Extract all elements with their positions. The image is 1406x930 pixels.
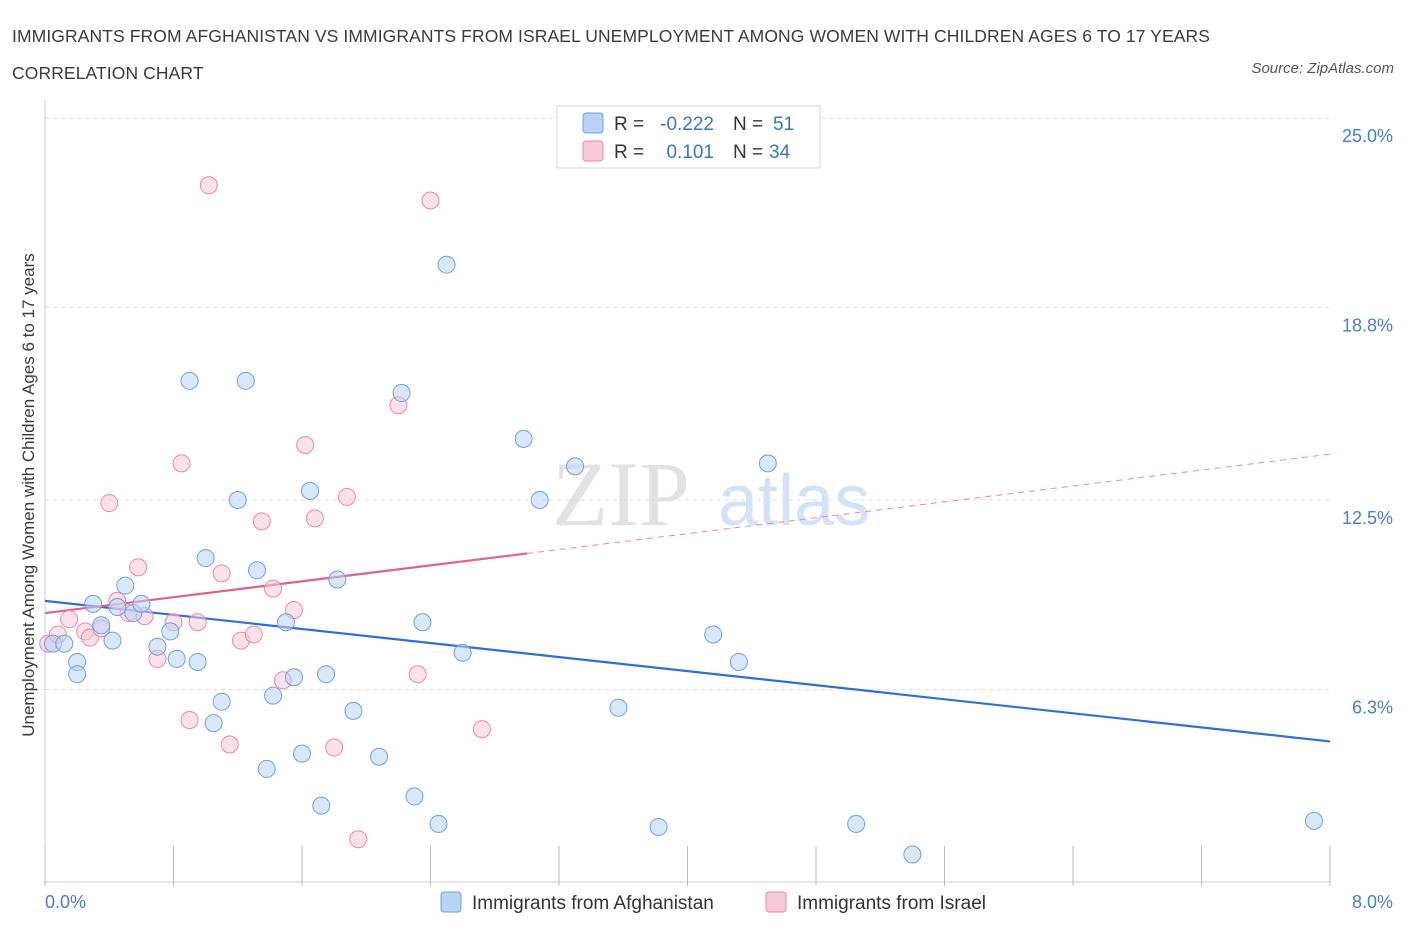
legend-r-value-1: -0.222 [660,114,714,135]
legend-swatch-afghanistan [582,112,604,134]
point-afghanistan [132,594,151,613]
trend-line-israel-dashed [526,453,1331,554]
point-afghanistan [84,594,103,613]
point-israel [296,435,315,454]
x-tick-label-max: 8.0% [1352,892,1393,912]
point-afghanistan [68,665,87,684]
point-afghanistan [148,637,167,656]
point-afghanistan [293,744,311,763]
point-afghanistan [204,714,223,733]
legend-r-value-2: 0.101 [666,142,714,163]
point-afghanistan [257,759,276,778]
point-afghanistan [248,561,267,580]
point-afghanistan [704,625,723,644]
point-afghanistan [413,613,432,632]
point-israel [244,625,263,644]
y-tick-label: 25.0% [1342,126,1393,146]
point-afghanistan [312,796,331,815]
chart-title: IMMIGRANTS FROM AFGHANISTAN VS IMMIGRANT… [12,26,1211,83]
point-afghanistan [847,814,866,833]
legend-swatch-israel [582,140,604,162]
point-israel [172,454,191,473]
point-israel [199,176,218,195]
point-afghanistan [212,692,231,711]
point-afghanistan [236,371,255,390]
trend-line-afghanistan [44,599,1331,743]
point-afghanistan [317,665,336,684]
bottom-legend-label-afghanistan: Immigrants from Afghanistan [472,893,714,914]
point-afghanistan [284,668,303,687]
point-israel [188,613,207,632]
point-israel [349,830,368,849]
point-israel [180,711,199,730]
point-afghanistan [405,787,424,806]
point-afghanistan [264,686,283,705]
point-afghanistan [649,817,668,836]
bottom-legend-label-israel: Immigrants from Israel [797,893,986,914]
point-afghanistan [729,652,748,671]
x-tick-label-min: 0.0% [45,892,86,912]
point-afghanistan [530,491,549,509]
point-afghanistan [92,616,111,635]
point-afghanistan [514,429,533,448]
series-legend: Immigrants from Afghanistan Immigrants f… [440,891,986,914]
point-israel [129,558,148,577]
gridlines [45,117,1330,690]
point-afghanistan [566,457,585,476]
point-afghanistan [167,649,186,668]
legend-n-value-1: 51 [773,114,794,135]
point-afghanistan [453,643,472,662]
point-afghanistan [1304,811,1323,830]
point-afghanistan [188,652,207,671]
legend-n-value-2: 34 [769,142,791,163]
point-afghanistan [103,631,122,650]
data-points [39,176,1323,864]
point-israel [60,610,79,629]
point-israel [252,512,271,531]
point-afghanistan [344,701,363,720]
point-israel [408,665,427,684]
point-israel [212,564,231,583]
point-afghanistan [437,255,456,274]
point-afghanistan [609,698,628,717]
point-afghanistan [55,634,74,653]
point-israel [264,579,283,598]
point-afghanistan [758,454,777,473]
point-afghanistan [180,371,199,390]
point-afghanistan [196,549,215,568]
legend-r-label-1: R = [614,114,644,135]
point-israel [305,509,324,528]
point-afghanistan [429,814,448,833]
point-afghanistan [108,597,127,616]
point-afghanistan [276,613,295,632]
point-afghanistan [392,384,411,403]
point-afghanistan [903,845,922,864]
point-afghanistan [301,481,320,500]
bottom-legend-swatch-afghanistan [440,891,462,913]
y-tick-label: 6.3% [1352,697,1393,717]
point-israel [421,191,440,210]
legend-n-label-2: N = [733,142,763,163]
bottom-legend-swatch-israel [765,891,787,913]
stats-legend: R = -0.222 N = 51 R = 0.101 N = 34 [556,105,821,169]
point-israel [100,494,119,513]
y-axis-title: Unemployment Among Women with Children A… [19,253,38,737]
point-israel [472,720,491,739]
legend-r-label-2: R = [614,142,644,163]
point-afghanistan [228,491,247,509]
point-afghanistan [328,570,347,589]
watermark-atlas: atlas [718,461,870,541]
point-israel [220,735,239,754]
legend-n-label-1: N = [733,114,763,135]
point-afghanistan [370,747,389,766]
y-tick-label: 12.5% [1342,508,1393,528]
point-afghanistan [116,576,135,595]
point-afghanistan [161,622,180,641]
y-tick-label: 18.8% [1342,315,1393,335]
point-israel [337,487,356,506]
point-israel [325,738,344,757]
axes: 6.3% 12.5% 18.8% 25.0% [44,100,1393,886]
source-label: Source: ZipAtlas.com [1251,60,1394,77]
